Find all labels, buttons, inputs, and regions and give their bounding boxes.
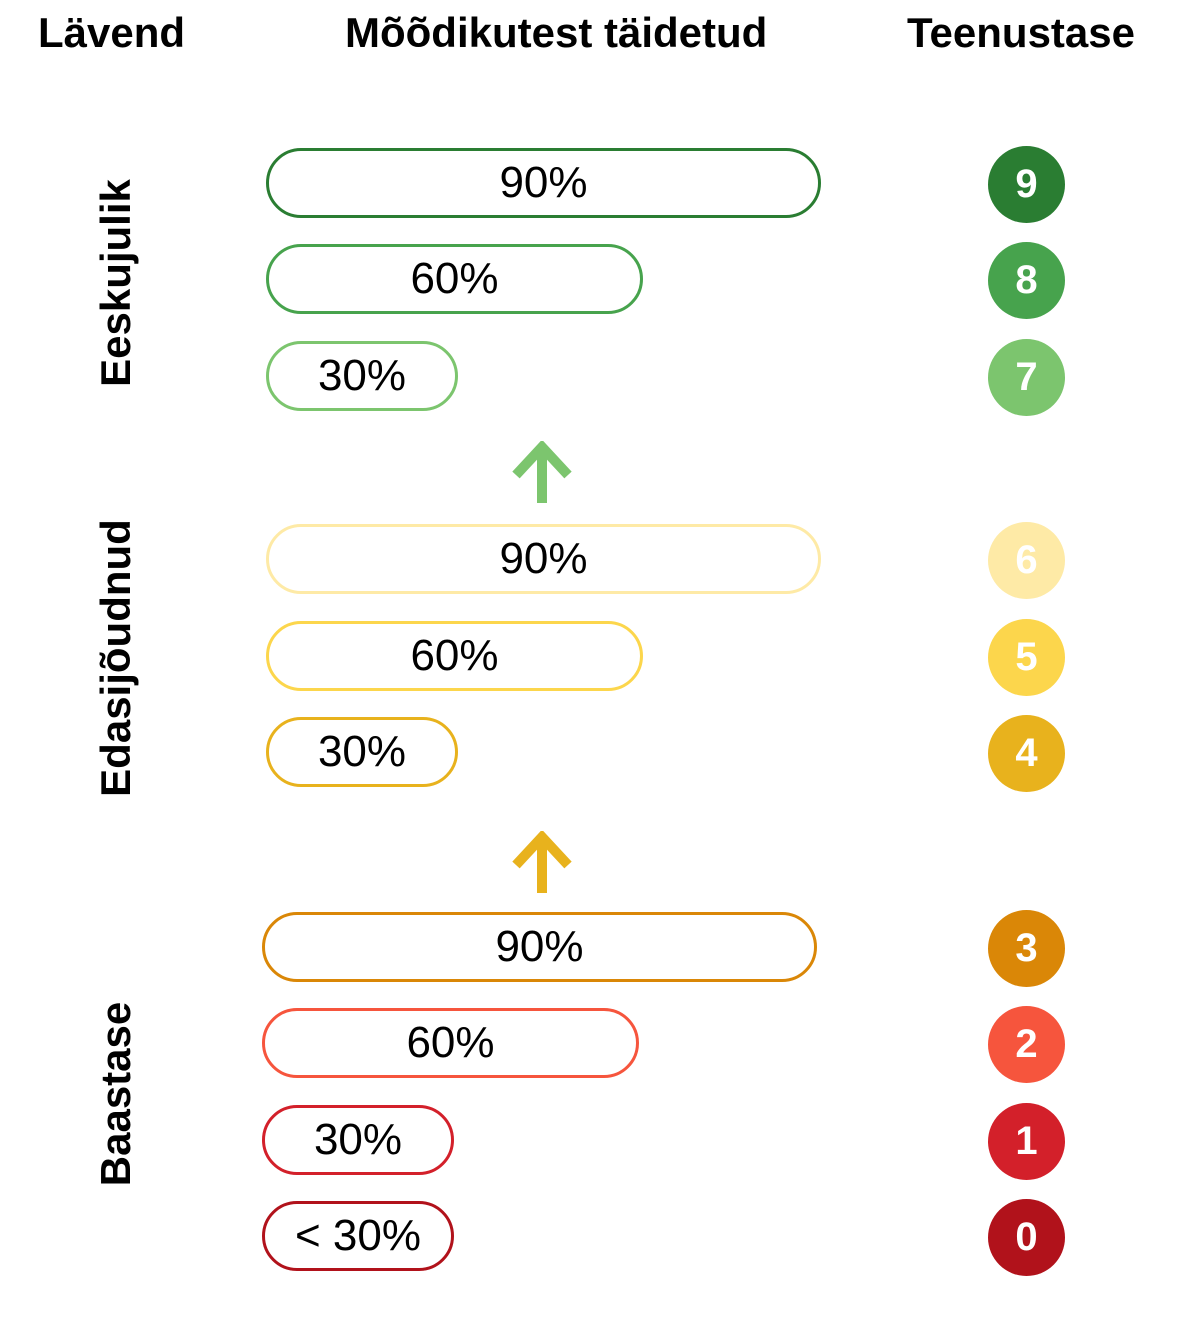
- group-label-exemplary: Eeskujulik: [92, 179, 139, 387]
- percent-bar-level-0: < 30%: [262, 1201, 454, 1271]
- percent-bar-level-8: 60%: [266, 244, 643, 314]
- percent-bar-level-5: 60%: [266, 621, 643, 691]
- percent-label: 30%: [317, 727, 407, 776]
- percent-bar-level-6: 90%: [266, 524, 821, 594]
- level-number: 4: [1015, 731, 1038, 775]
- percent-bar-level-9: 90%: [266, 148, 821, 218]
- level-number: 6: [1015, 538, 1038, 582]
- level-number: 0: [1015, 1215, 1038, 1259]
- level-badge-8: 8: [988, 242, 1065, 319]
- level-badge-1: 1: [988, 1103, 1065, 1180]
- arrow-up-icon: [512, 441, 572, 503]
- level-number: 8: [1015, 258, 1038, 302]
- percent-label: 60%: [410, 254, 499, 303]
- level-badge-2: 2: [988, 1006, 1065, 1083]
- level-badge-0: 0: [988, 1199, 1065, 1276]
- percent-bar-level-7: 30%: [266, 341, 458, 411]
- level-badge-7: 7: [988, 339, 1065, 416]
- level-badge-5: 5: [988, 619, 1065, 696]
- arrow-up-icon: [512, 831, 572, 893]
- level-number: 9: [1015, 162, 1038, 206]
- percent-label: 90%: [499, 534, 588, 583]
- header-service-level: Teenustase: [907, 9, 1135, 56]
- percent-label: 30%: [313, 1115, 403, 1164]
- group-label-basic: Baastase: [92, 1001, 139, 1187]
- percent-label: 60%: [406, 1018, 495, 1067]
- percent-bar-level-1: 30%: [262, 1105, 454, 1175]
- level-badge-4: 4: [988, 715, 1065, 792]
- percent-label: 60%: [410, 631, 499, 680]
- level-number: 5: [1015, 635, 1038, 679]
- percent-label: 30%: [317, 351, 407, 400]
- level-number: 1: [1015, 1119, 1038, 1163]
- percent-label: 90%: [495, 922, 584, 971]
- percent-bar-level-2: 60%: [262, 1008, 639, 1078]
- level-number: 7: [1015, 355, 1038, 399]
- header-metrics-met: Mõõdikutest täidetud: [345, 9, 768, 56]
- percent-label: 90%: [499, 158, 588, 207]
- level-number: 3: [1015, 926, 1038, 970]
- level-badge-9: 9: [988, 146, 1065, 223]
- level-badge-6: 6: [988, 522, 1065, 599]
- level-badge-3: 3: [988, 910, 1065, 987]
- percent-label: < 30%: [295, 1211, 421, 1260]
- header-threshold: Lävend: [38, 9, 186, 56]
- level-number: 2: [1015, 1022, 1038, 1066]
- percent-bar-level-4: 30%: [266, 717, 458, 787]
- percent-bar-level-3: 90%: [262, 912, 817, 982]
- group-label-advanced: Edasijõudnud: [92, 519, 139, 797]
